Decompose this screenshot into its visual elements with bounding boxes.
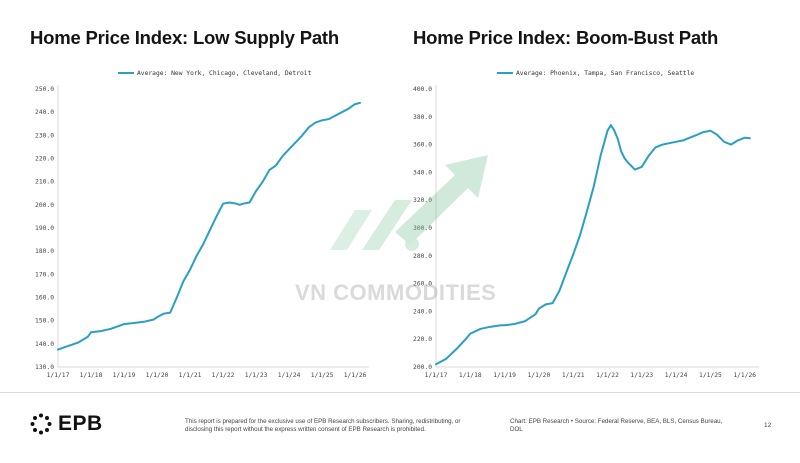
y-tick-label: 150.0: [35, 318, 54, 325]
y-tick-label: 220.0: [35, 156, 54, 163]
y-tick-label: 210.0: [35, 179, 54, 186]
y-tick-label: 400.0: [413, 86, 432, 93]
y-tick-label: 200.0: [35, 202, 54, 209]
x-tick-label: 1/1/18: [459, 372, 482, 379]
y-tick-label: 340.0: [413, 169, 432, 176]
y-tick-label: 300.0: [413, 225, 432, 232]
y-tick-label: 190.0: [35, 225, 54, 232]
series-line: [435, 124, 751, 366]
x-tick-label: 1/1/18: [80, 372, 103, 379]
y-tick-label: 380.0: [413, 114, 432, 121]
x-tick-label: 1/1/24: [665, 372, 688, 379]
x-tick-label: 1/1/22: [596, 372, 619, 379]
y-tick-label: 240.0: [413, 308, 432, 315]
y-tick-label: 160.0: [35, 295, 54, 302]
right-chart: 400.0 380.0 360.0 340.0 320.0 300.0 280.0 260.0…: [413, 70, 759, 379]
page-number: 12: [764, 422, 772, 429]
legend: Average: Phoenix, Tampa, San Francisco, …: [497, 70, 694, 77]
footer-divider: [0, 392, 800, 393]
watermark-text: VN COMMODITIES: [295, 280, 497, 305]
right-chart-title: Home Price Index: Boom-Bust Path: [413, 27, 719, 48]
y-tick-label: 230.0: [35, 132, 54, 139]
y-tick-label: 180.0: [35, 248, 54, 255]
y-tick-label: 130.0: [35, 364, 54, 371]
logo-text: EPB: [58, 412, 103, 435]
y-tick-label: 250.0: [35, 86, 54, 93]
x-tick-label: 1/1/22: [212, 372, 235, 379]
legend: Average: New York, Chicago, Cleveland, D…: [118, 70, 312, 77]
series-line: [57, 101, 361, 351]
x-tick-label: 1/1/21: [562, 372, 585, 379]
x-tick-label: 1/1/26: [733, 372, 756, 379]
y-tick-label: 320.0: [413, 197, 432, 204]
y-tick-label: 220.0: [413, 336, 432, 343]
y-tick-label: 260.0: [413, 281, 432, 288]
footer-source: Chart: EPB Research • Source: Federal Re…: [510, 418, 723, 434]
x-tick-label: 1/1/20: [146, 372, 169, 379]
legend-label: Average: New York, Chicago, Cleveland, D…: [137, 70, 312, 77]
x-tick-label: 1/1/24: [278, 372, 301, 379]
footer-logo: EPB: [30, 412, 103, 436]
y-tick-label: 200.0: [413, 364, 432, 371]
x-tick-label: 1/1/26: [344, 372, 367, 379]
left-chart-title: Home Price Index: Low Supply Path: [30, 27, 339, 48]
y-tick-label: 240.0: [35, 109, 54, 116]
x-tick-label: 1/1/23: [630, 372, 653, 379]
x-tick-label: 1/1/17: [47, 372, 70, 379]
y-tick-label: 280.0: [413, 253, 432, 260]
x-tick-label: 1/1/25: [311, 372, 334, 379]
x-tick-label: 1/1/17: [425, 372, 448, 379]
x-tick-label: 1/1/21: [179, 372, 202, 379]
y-tick-label: 170.0: [35, 271, 54, 278]
epb-logo-icon: [30, 413, 52, 435]
y-tick-label: 140.0: [35, 341, 54, 348]
x-tick-label: 1/1/19: [493, 372, 516, 379]
x-tick-label: 1/1/23: [245, 372, 268, 379]
x-tick-label: 1/1/20: [528, 372, 551, 379]
x-tick-label: 1/1/25: [699, 372, 722, 379]
legend-label: Average: Phoenix, Tampa, San Francisco, …: [516, 70, 694, 77]
footer-disclaimer: This report is prepared for the exclusiv…: [185, 418, 461, 434]
x-tick-label: 1/1/19: [113, 372, 136, 379]
y-tick-label: 360.0: [413, 142, 432, 149]
left-chart: 250.0 240.0 230.0 220.0 210.0 200.0 190.0 180.0…: [35, 70, 369, 379]
